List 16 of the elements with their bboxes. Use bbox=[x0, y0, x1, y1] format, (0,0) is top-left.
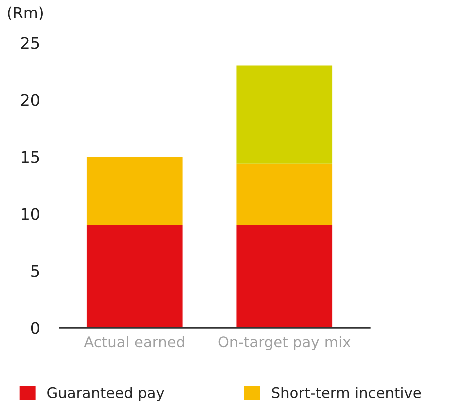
y-tick-label: 25 bbox=[21, 37, 40, 50]
bar bbox=[236, 225, 333, 328]
y-axis-title: (Rm) bbox=[8, 6, 43, 21]
bar bbox=[86, 157, 183, 226]
x-tick-label: On-target pay mix bbox=[218, 336, 351, 350]
y-tick-label: 10 bbox=[22, 208, 40, 220]
bar bbox=[86, 225, 183, 328]
legend-label: Short-term incentive bbox=[272, 387, 422, 398]
bar bbox=[236, 164, 333, 226]
legend-label: Guaranteed pay bbox=[48, 387, 164, 402]
y-tick-label: 15 bbox=[22, 151, 40, 164]
y-tick-label: 20 bbox=[21, 94, 40, 106]
y-tick-label: 0 bbox=[31, 322, 40, 334]
y-tick-label: 5 bbox=[32, 265, 40, 278]
x-tick-label: Actual earned bbox=[84, 336, 184, 348]
bar bbox=[236, 66, 333, 164]
